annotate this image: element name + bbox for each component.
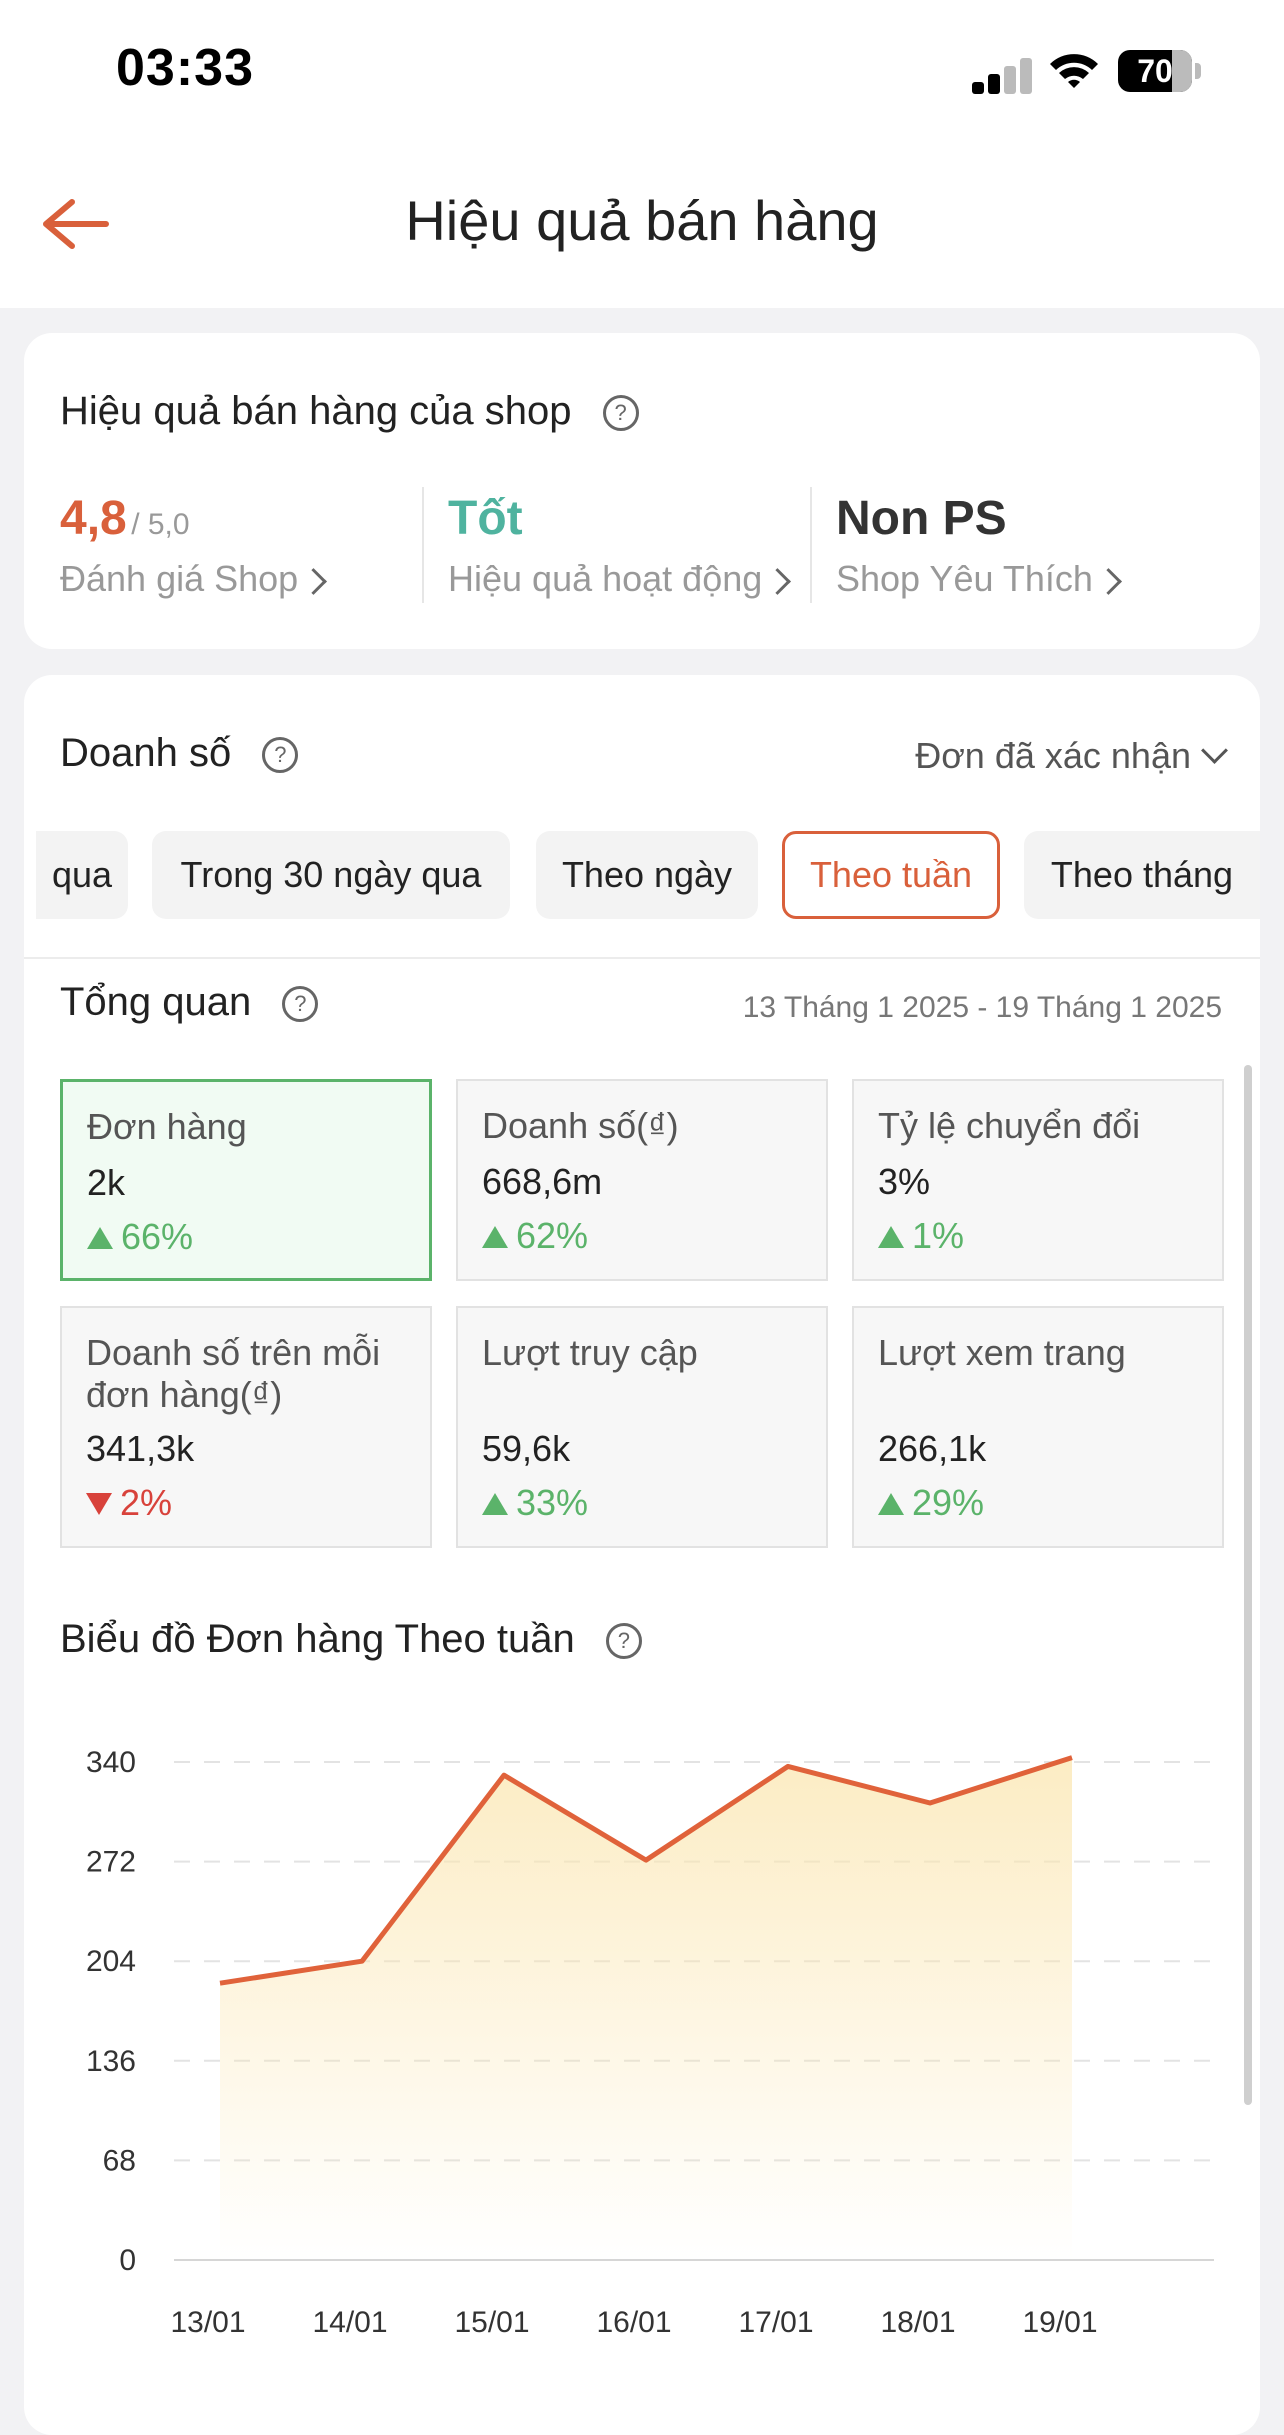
page-title: Hiệu quả bán hàng — [405, 189, 879, 252]
battery-icon: 70 — [1118, 50, 1202, 92]
shop-rating-metric[interactable]: 4,8 / 5,0 Đánh giá Shop — [60, 491, 328, 600]
status-bar: 03:33 70 — [0, 0, 1284, 150]
cellular-signal-icon — [972, 58, 1034, 94]
y-tick-label: 204 — [86, 1945, 136, 1978]
kpi-value: 59,6k — [482, 1428, 571, 1469]
divider — [24, 957, 1260, 959]
kpi-change: 2% — [120, 1482, 173, 1523]
x-tick-label: 15/01 — [454, 2306, 529, 2339]
x-tick-label: 18/01 — [880, 2306, 955, 2339]
wifi-icon — [1050, 54, 1098, 88]
help-icon[interactable]: ? — [602, 395, 639, 432]
arrow-up-icon — [482, 1493, 508, 1515]
y-tick-label: 68 — [103, 2144, 136, 2177]
arrow-up-icon — [87, 1227, 113, 1249]
y-tick-label: 136 — [86, 2045, 136, 2078]
favorite-label: Shop Yêu Thích — [836, 558, 1093, 599]
shop-rating-label: Đánh giá Shop — [60, 558, 299, 599]
battery-level: 70 — [1137, 53, 1173, 89]
activity-label: Hiệu quả hoạt động — [448, 558, 763, 599]
chevron-right-icon — [300, 568, 328, 595]
kpi-revenue[interactable]: Doanh số(₫) 668,6m 62% — [456, 1079, 828, 1281]
shop-rating-max: / 5,0 — [131, 508, 190, 541]
x-tick-label: 13/01 — [170, 2306, 245, 2339]
kpi-visits[interactable]: Lượt truy cập 59,6k 33% — [456, 1306, 828, 1548]
kpi-change: 33% — [516, 1482, 589, 1523]
activity-metric[interactable]: Tốt Hiệu quả hoạt động — [448, 491, 792, 600]
kpi-value: 341,3k — [86, 1428, 195, 1469]
sales-heading: Doanh số ? — [60, 731, 299, 776]
arrow-down-icon — [86, 1493, 112, 1515]
arrow-up-icon — [878, 1493, 904, 1515]
series-line — [219, 1755, 1073, 1986]
kpi-conversion-rate[interactable]: Tỷ lệ chuyển đổi 3% 1% — [852, 1079, 1224, 1281]
sales-card: Doanh số ? Đơn đã xác nhận qua Trong 30 … — [24, 675, 1260, 2435]
chevron-right-icon — [764, 568, 792, 595]
kpi-label: Đơn hàng — [87, 1106, 247, 1147]
x-tick-label: 14/01 — [312, 2306, 387, 2339]
y-tick-label: 272 — [86, 1846, 136, 1879]
scrollbar[interactable] — [1244, 1065, 1252, 2105]
kpi-page-views[interactable]: Lượt xem trang 266,1k 29% — [852, 1306, 1224, 1548]
chip-by-day[interactable]: Theo ngày — [536, 831, 758, 919]
divider — [422, 487, 424, 603]
y-tick-label: 340 — [86, 1746, 136, 1779]
kpi-value: 266,1k — [878, 1428, 987, 1469]
kpi-label: Lượt truy cập — [482, 1332, 698, 1373]
chip-by-month[interactable]: Theo tháng — [1024, 831, 1260, 919]
favorite-value: Non PS — [836, 492, 1007, 545]
kpi-change: 29% — [912, 1482, 985, 1523]
overview-title: Tổng quan — [60, 980, 252, 1024]
chip-last-30-days[interactable]: Trong 30 ngày qua — [152, 831, 510, 919]
kpi-label: Doanh số trên mỗi đơn hàng(₫) — [86, 1332, 381, 1415]
x-tick-label: 19/01 — [1022, 2306, 1097, 2339]
area-fill — [220, 1757, 1072, 2260]
clock: 03:33 — [116, 39, 254, 97]
shop-performance-title: Hiệu quả bán hàng của shop — [60, 389, 572, 433]
help-icon[interactable]: ? — [282, 986, 319, 1023]
order-status-dropdown[interactable]: Đơn đã xác nhận — [915, 735, 1228, 777]
chart-heading: Biểu đồ Đơn hàng Theo tuần ? — [60, 1617, 642, 1662]
chip-by-week[interactable]: Theo tuần — [782, 831, 1000, 919]
help-icon[interactable]: ? — [605, 1623, 642, 1660]
activity-value: Tốt — [448, 492, 523, 545]
kpi-label: Doanh số(₫) — [482, 1105, 679, 1146]
y-tick-label: 0 — [119, 2244, 136, 2277]
kpi-value: 2k — [87, 1162, 126, 1203]
app-header: Hiệu quả bán hàng — [0, 150, 1284, 308]
shop-performance-heading: Hiệu quả bán hàng của shop ? — [60, 389, 639, 434]
order-status-value: Đơn đã xác nhận — [915, 735, 1191, 776]
arrow-up-icon — [482, 1226, 508, 1248]
arrow-up-icon — [878, 1226, 904, 1248]
kpi-revenue-per-order[interactable]: Doanh số trên mỗi đơn hàng(₫) 341,3k 2% — [60, 1306, 432, 1548]
kpi-value: 668,6m — [482, 1161, 603, 1202]
x-tick-label: 16/01 — [596, 2306, 671, 2339]
kpi-label: Tỷ lệ chuyển đổi — [878, 1105, 1141, 1146]
chip-period-partial[interactable]: qua — [36, 831, 128, 919]
help-icon[interactable]: ? — [262, 737, 299, 774]
back-arrow-icon[interactable] — [36, 194, 112, 254]
favorite-metric[interactable]: Non PS Shop Yêu Thích — [836, 491, 1122, 600]
kpi-change: 66% — [121, 1216, 194, 1257]
chart-title: Biểu đồ Đơn hàng Theo tuần — [60, 1617, 575, 1661]
kpi-value: 3% — [878, 1161, 931, 1202]
kpi-orders[interactable]: Đơn hàng 2k 66% — [60, 1079, 432, 1281]
sales-title: Doanh số — [60, 731, 232, 775]
divider — [810, 487, 812, 603]
kpi-label: Lượt xem trang — [878, 1332, 1126, 1373]
chevron-right-icon — [1094, 568, 1122, 595]
overview-heading: Tổng quan ? — [60, 980, 319, 1025]
kpi-change: 62% — [516, 1215, 589, 1256]
x-tick-label: 17/01 — [738, 2306, 813, 2339]
kpi-change: 1% — [912, 1215, 965, 1256]
shop-performance-card: Hiệu quả bán hàng của shop ? 4,8 / 5,0 Đ… — [24, 333, 1260, 649]
date-range: 13 Tháng 1 2025 - 19 Tháng 1 2025 — [742, 991, 1222, 1024]
orders-weekly-chart: 0 68 136 204 272 340 13/01 14/01 15/01 16/01 17/01… — [86, 1746, 1214, 2339]
shop-rating-value: 4,8 — [60, 492, 127, 545]
